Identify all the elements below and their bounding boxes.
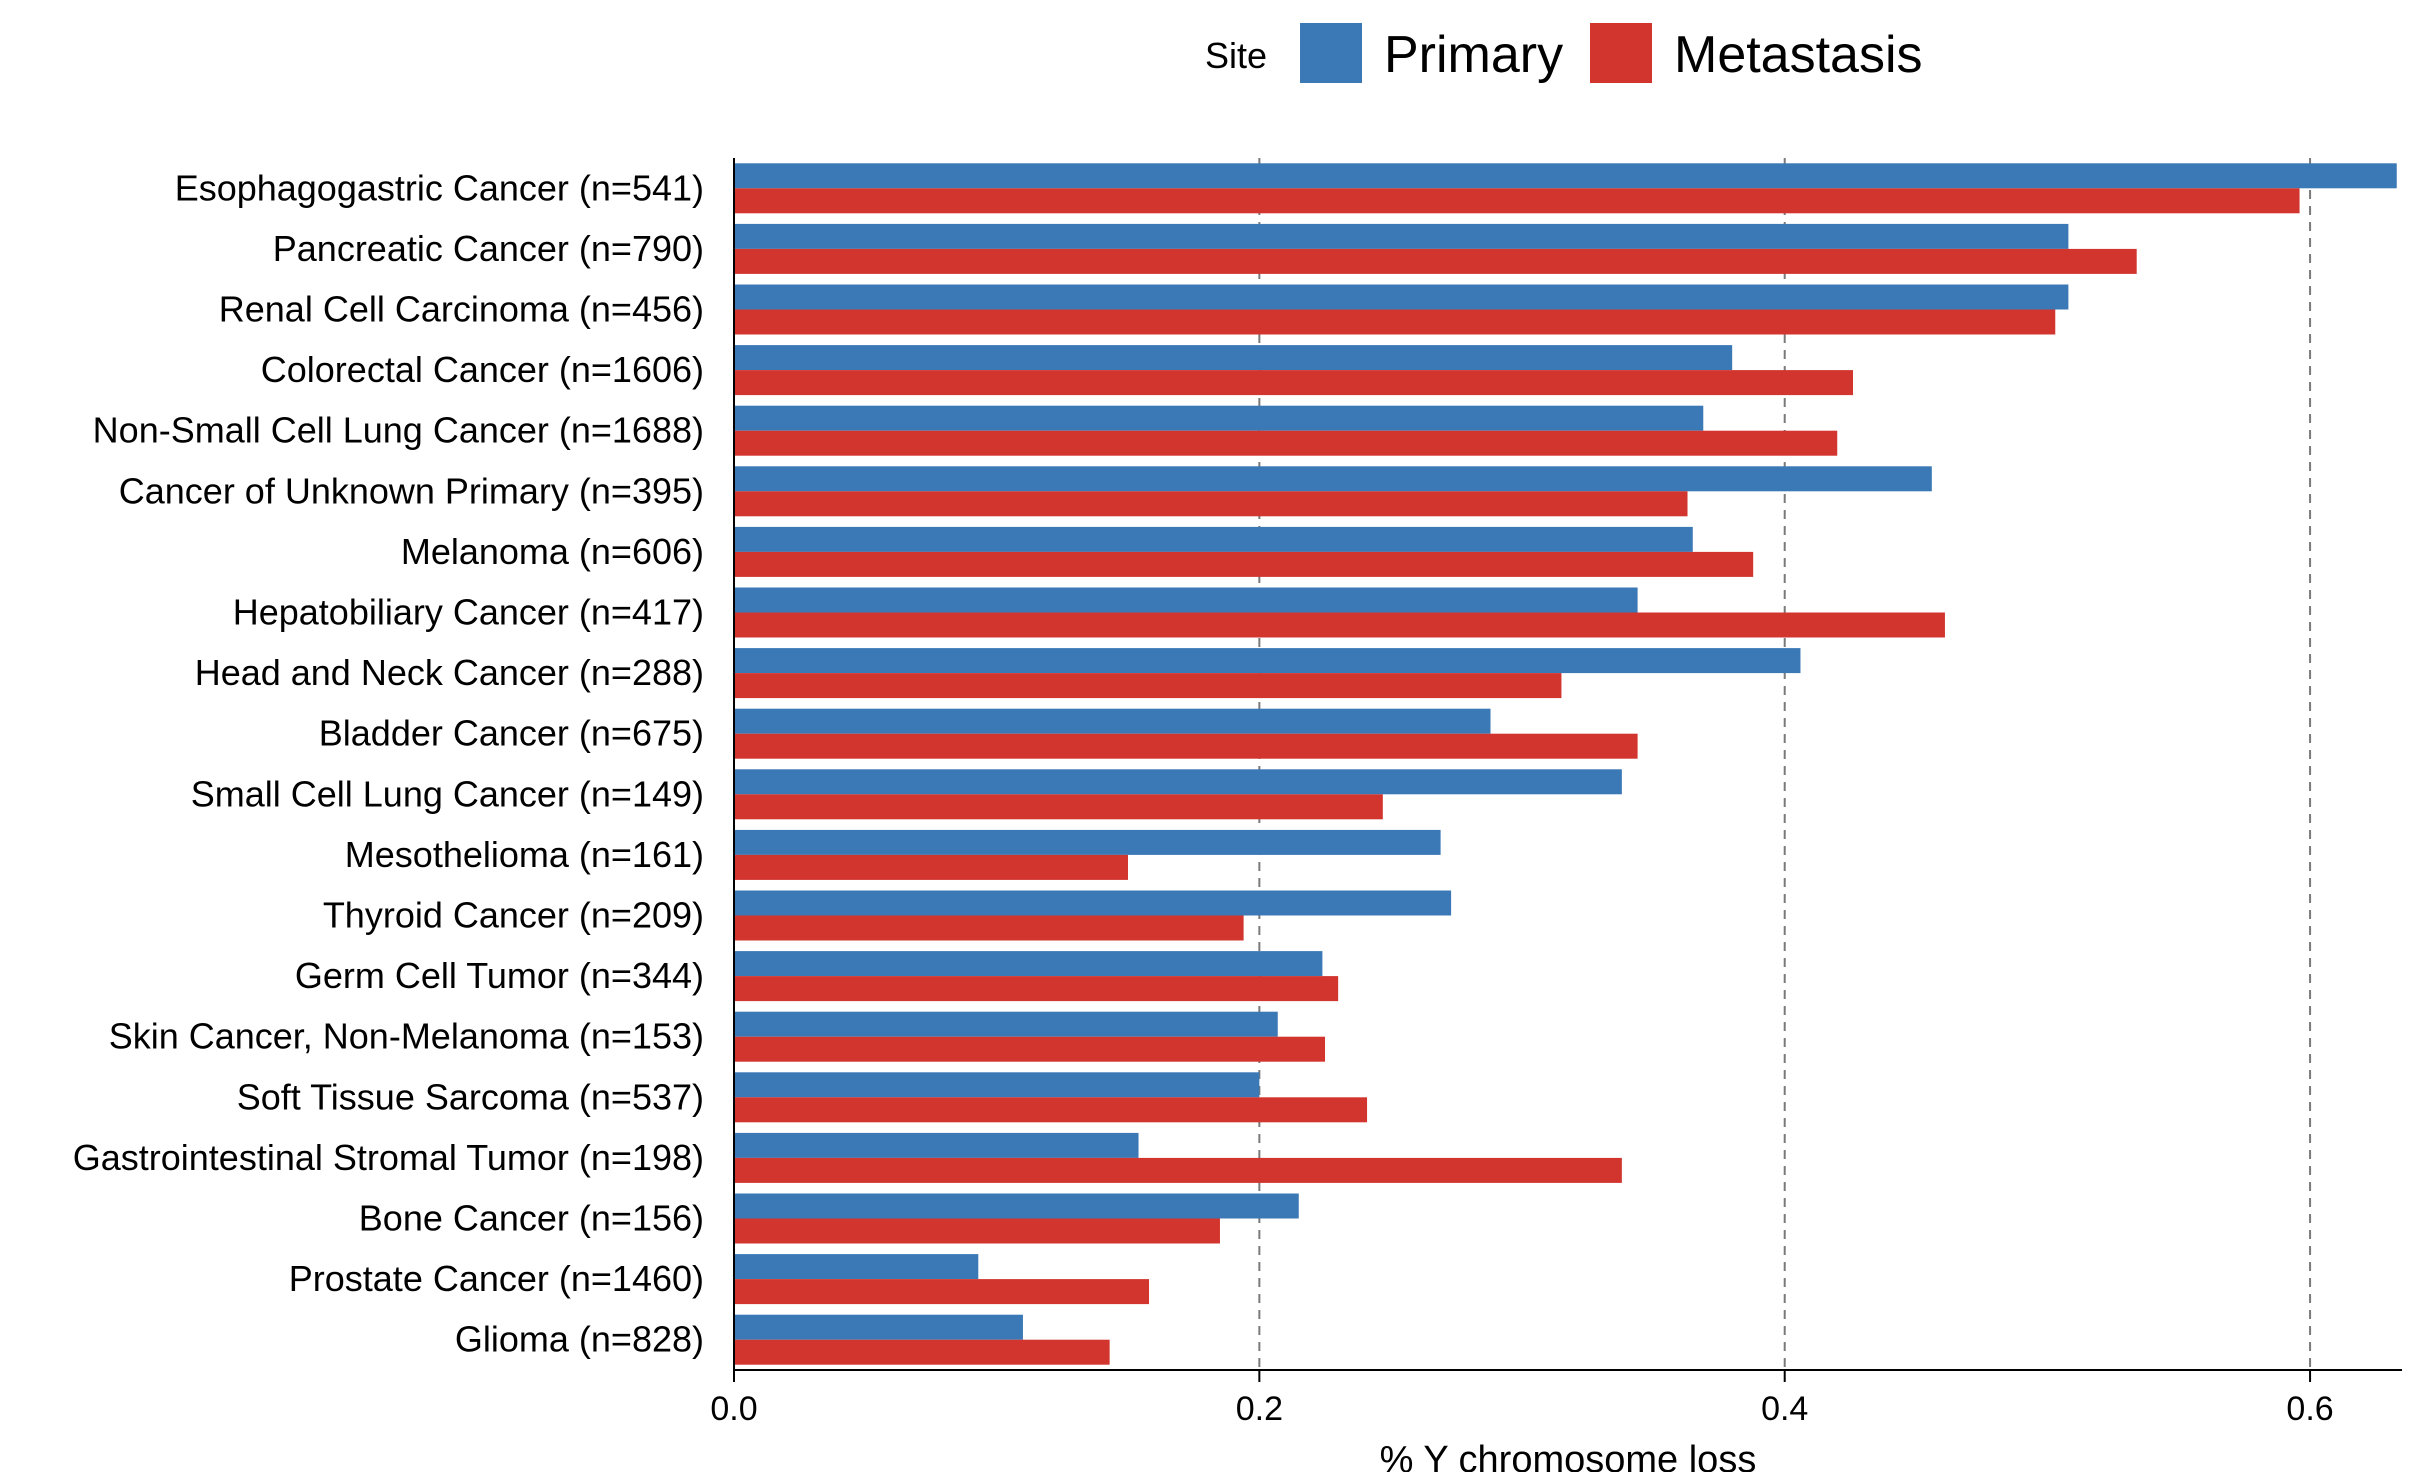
category-label: Thyroid Cancer (n=209) bbox=[323, 895, 704, 936]
bar-primary bbox=[734, 587, 1638, 613]
legend-label-primary: Primary bbox=[1384, 26, 1563, 84]
category-label: Gastrointestinal Stromal Tumor (n=198) bbox=[73, 1137, 704, 1178]
category-label: Skin Cancer, Non-Melanoma (n=153) bbox=[109, 1016, 704, 1057]
category-label: Small Cell Lung Cancer (n=149) bbox=[191, 773, 704, 814]
bar-metastasis bbox=[734, 1218, 1220, 1244]
bar-primary bbox=[734, 829, 1441, 855]
bar-metastasis bbox=[734, 733, 1638, 759]
bar-primary bbox=[734, 769, 1622, 795]
category-label: Cancer of Unknown Primary (n=395) bbox=[119, 470, 704, 511]
bar-primary bbox=[734, 284, 2069, 310]
bar-primary bbox=[734, 1254, 979, 1280]
x-tick-label: 0.6 bbox=[2286, 1390, 2333, 1428]
bar-primary bbox=[734, 648, 1801, 674]
bar-metastasis bbox=[734, 430, 1838, 456]
bar-primary bbox=[734, 1314, 1023, 1340]
legend-swatch-metastasis bbox=[1590, 23, 1652, 83]
category-label: Esophagogastric Cancer (n=541) bbox=[175, 167, 704, 208]
legend: Site Primary Metastasis bbox=[1205, 23, 1923, 84]
bar-metastasis bbox=[734, 370, 1854, 396]
legend-title: Site bbox=[1205, 35, 1267, 76]
bar-primary bbox=[734, 1193, 1299, 1219]
category-label: Prostate Cancer (n=1460) bbox=[289, 1258, 704, 1299]
bar-metastasis bbox=[734, 976, 1339, 1002]
bar-primary bbox=[734, 345, 1733, 371]
legend-swatch-primary bbox=[1300, 23, 1362, 83]
bar-primary bbox=[734, 223, 2069, 249]
category-label: Mesothelioma (n=161) bbox=[345, 834, 704, 875]
category-labels: Esophagogastric Cancer (n=541) Pancreatic… bbox=[73, 167, 704, 1359]
category-label: Pancreatic Cancer (n=790) bbox=[273, 228, 704, 269]
category-label: Glioma (n=828) bbox=[455, 1319, 704, 1360]
grid-lines bbox=[1258, 158, 2312, 1370]
x-tick-label: 0.2 bbox=[1236, 1390, 1283, 1428]
category-label: Soft Tissue Sarcoma (n=537) bbox=[237, 1076, 704, 1117]
category-label: Non-Small Cell Lung Cancer (n=1688) bbox=[93, 410, 704, 451]
category-label: Colorectal Cancer (n=1606) bbox=[261, 349, 704, 390]
bar-metastasis bbox=[734, 794, 1383, 820]
bar-metastasis bbox=[734, 188, 2300, 214]
bar-primary bbox=[734, 951, 1323, 977]
bar-metastasis bbox=[734, 1279, 1150, 1305]
bar-metastasis bbox=[734, 1097, 1368, 1123]
category-label: Renal Cell Carcinoma (n=456) bbox=[219, 289, 704, 330]
legend-label-metastasis: Metastasis bbox=[1674, 26, 1923, 84]
bar-primary bbox=[734, 405, 1704, 431]
bar-primary bbox=[734, 466, 1932, 492]
axes bbox=[733, 158, 2402, 1371]
bar-metastasis bbox=[734, 673, 1562, 699]
bar-metastasis bbox=[734, 309, 2056, 335]
category-label: Germ Cell Tumor (n=344) bbox=[295, 955, 704, 996]
bar-metastasis bbox=[734, 1157, 1622, 1183]
category-label: Head and Neck Cancer (n=288) bbox=[195, 652, 704, 693]
category-label: Bladder Cancer (n=675) bbox=[319, 713, 704, 754]
bar-metastasis bbox=[734, 854, 1129, 880]
bar-metastasis bbox=[734, 612, 1945, 638]
bar-primary bbox=[734, 526, 1693, 552]
bar-metastasis bbox=[734, 491, 1688, 517]
x-tick-label: 0.4 bbox=[1761, 1390, 1808, 1428]
category-label: Melanoma (n=606) bbox=[401, 531, 704, 572]
bar-primary bbox=[734, 1011, 1278, 1037]
bar-metastasis bbox=[734, 1036, 1326, 1062]
bar-primary bbox=[734, 890, 1452, 916]
bar-metastasis bbox=[734, 915, 1244, 941]
x-ticks: 0.0 0.2 0.4 0.6 bbox=[710, 1370, 2334, 1428]
bar-primary bbox=[734, 163, 2397, 189]
x-tick-label: 0.0 bbox=[710, 1390, 757, 1428]
bar-primary bbox=[734, 708, 1491, 734]
category-label: Bone Cancer (n=156) bbox=[359, 1198, 704, 1239]
bars bbox=[734, 163, 2397, 1365]
x-axis-title: % Y chromosome loss bbox=[1380, 1439, 1757, 1472]
bar-metastasis bbox=[734, 1339, 1110, 1365]
bar-primary bbox=[734, 1132, 1139, 1158]
bar-metastasis bbox=[734, 248, 2137, 274]
category-label: Hepatobiliary Cancer (n=417) bbox=[233, 592, 704, 633]
bar-primary bbox=[734, 1072, 1260, 1098]
bar-metastasis bbox=[734, 551, 1754, 577]
